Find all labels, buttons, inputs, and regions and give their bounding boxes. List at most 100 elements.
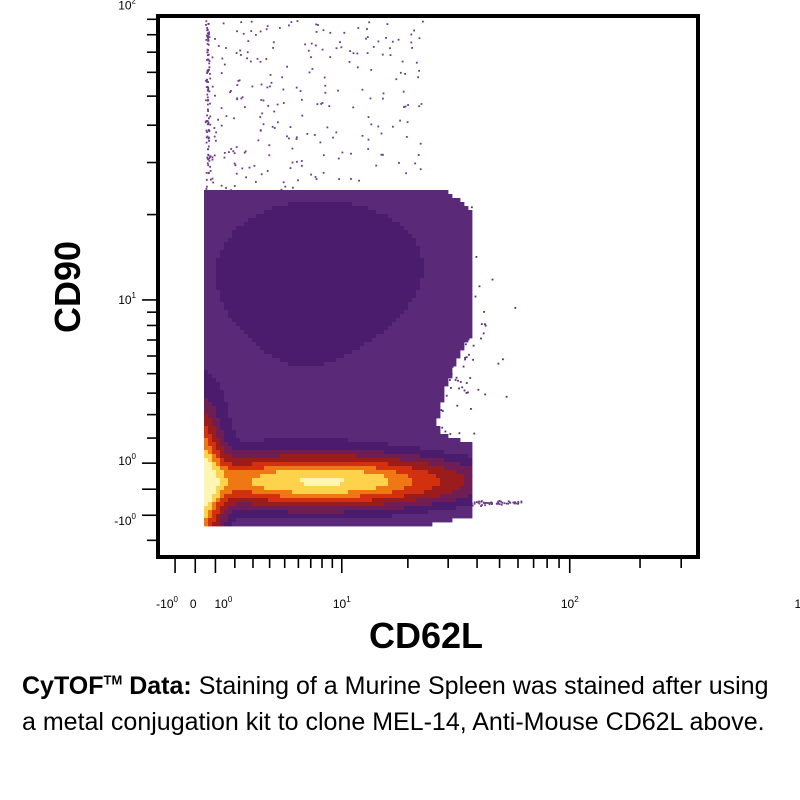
density-cell	[212, 306, 217, 311]
density-cell	[432, 354, 437, 359]
density-cell	[260, 350, 265, 355]
density-cell	[248, 350, 253, 355]
event-dot	[458, 387, 460, 390]
density-cell	[328, 414, 333, 419]
density-cell	[332, 338, 337, 343]
density-cell	[224, 262, 229, 267]
density-cell	[340, 306, 345, 311]
event-dot	[232, 150, 235, 153]
density-cell	[216, 222, 221, 227]
density-cell	[360, 242, 365, 247]
density-cell	[392, 254, 397, 259]
density-cell	[344, 350, 349, 355]
density-cell	[224, 246, 229, 251]
density-cell	[252, 246, 257, 251]
density-cell	[280, 290, 285, 295]
density-cell	[272, 378, 277, 383]
event-dot	[340, 46, 343, 49]
event-dot	[328, 105, 331, 107]
density-cell	[312, 234, 317, 239]
density-cell	[248, 246, 253, 251]
density-cell	[356, 206, 361, 211]
density-cell	[356, 262, 361, 267]
density-cell	[456, 286, 461, 291]
density-cell	[296, 294, 301, 299]
density-cell	[400, 262, 405, 267]
density-cell	[244, 330, 249, 335]
density-cell	[288, 350, 293, 355]
density-cell	[468, 306, 473, 311]
density-cell	[452, 302, 457, 307]
density-cell	[392, 262, 397, 267]
density-cell	[324, 378, 329, 383]
event-dot	[467, 338, 470, 341]
density-cell	[304, 406, 309, 411]
density-cell	[324, 410, 329, 415]
density-cell	[388, 406, 393, 411]
density-cell	[272, 278, 277, 283]
density-cell	[320, 398, 325, 403]
density-cell	[336, 190, 341, 195]
event-dot	[230, 148, 233, 150]
density-cell	[460, 302, 465, 307]
density-cell	[240, 410, 245, 415]
density-cell	[360, 306, 365, 311]
density-cell	[216, 218, 221, 223]
density-cell	[464, 222, 469, 227]
density-cell	[224, 422, 229, 427]
density-cell	[384, 218, 389, 223]
density-cell	[444, 194, 449, 199]
density-cell	[328, 374, 333, 379]
density-cell	[392, 338, 397, 343]
density-cell	[444, 346, 449, 351]
density-cell	[460, 318, 465, 323]
density-cell	[368, 354, 373, 359]
density-cell	[252, 282, 257, 287]
density-cell	[440, 242, 445, 247]
density-cell	[292, 398, 297, 403]
density-cell	[224, 366, 229, 371]
event-dot	[236, 84, 239, 86]
density-cell	[300, 254, 305, 259]
density-cell	[320, 278, 325, 283]
density-cell	[460, 270, 465, 275]
density-cell	[340, 350, 345, 355]
density-cell	[272, 274, 277, 279]
density-cell	[388, 230, 393, 235]
density-cell	[456, 218, 461, 223]
density-cell	[400, 254, 405, 259]
density-cell	[252, 334, 257, 339]
density-cell	[360, 282, 365, 287]
density-cell	[428, 414, 433, 419]
density-cell	[212, 334, 217, 339]
density-cell	[300, 382, 305, 387]
density-cell	[248, 386, 253, 391]
density-cell	[424, 330, 429, 335]
density-cell	[404, 386, 409, 391]
density-cell	[240, 406, 245, 411]
density-cell	[440, 382, 445, 387]
density-cell	[464, 234, 469, 239]
event-dot	[500, 503, 503, 506]
density-cell	[296, 422, 301, 427]
density-cell	[332, 382, 337, 387]
density-cell	[224, 290, 229, 295]
density-cell	[436, 262, 441, 267]
density-cell	[284, 414, 289, 419]
density-cell	[216, 394, 221, 399]
density-cell	[388, 274, 393, 279]
density-cell	[272, 250, 277, 255]
event-dot	[395, 78, 398, 81]
event-dot	[266, 86, 269, 89]
density-cell	[388, 382, 393, 387]
density-cell	[208, 210, 213, 215]
density-cell	[432, 214, 437, 219]
density-cell	[208, 310, 213, 315]
density-cell	[268, 422, 273, 427]
density-cell	[396, 222, 401, 227]
density-cell	[364, 322, 369, 327]
density-cell	[240, 314, 245, 319]
density-cell	[404, 278, 409, 283]
density-cell	[444, 334, 449, 339]
density-cell	[256, 394, 261, 399]
